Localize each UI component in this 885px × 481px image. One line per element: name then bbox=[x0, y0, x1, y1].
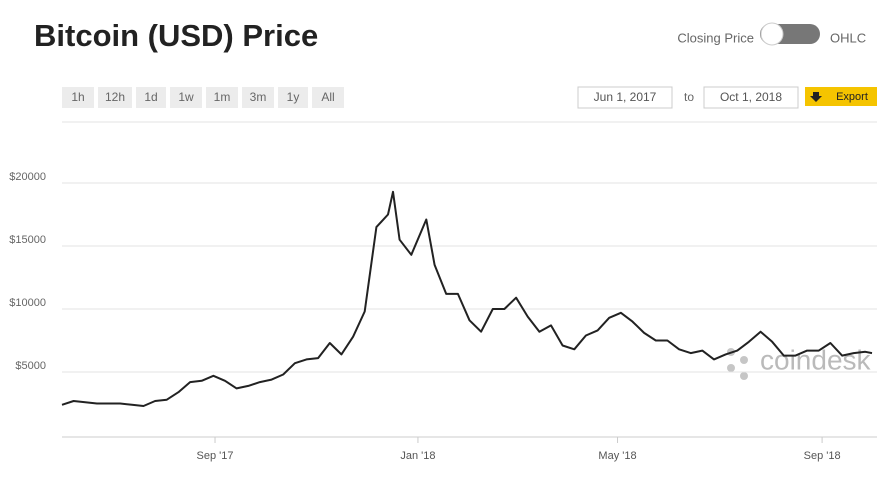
range-button[interactable] bbox=[242, 87, 274, 108]
date-to: Oct 1, 2018 bbox=[720, 90, 782, 104]
range-label: All bbox=[321, 90, 334, 104]
toggle-label: Closing Price bbox=[677, 30, 754, 45]
range-label: 3m bbox=[250, 90, 267, 104]
date-input[interactable] bbox=[703, 86, 799, 109]
range-label: 1w bbox=[178, 90, 194, 104]
range-label: 1m bbox=[214, 90, 231, 104]
range-button[interactable] bbox=[206, 87, 238, 108]
x-tick-label: Jan '18 bbox=[400, 450, 435, 462]
range-button[interactable] bbox=[136, 87, 166, 108]
date-input[interactable] bbox=[577, 86, 673, 109]
toggle-label: OHLC bbox=[830, 30, 866, 45]
range-label: 1y bbox=[287, 90, 300, 104]
y-tick-label: $20000 bbox=[9, 171, 46, 183]
range-button[interactable] bbox=[170, 87, 202, 108]
range-button[interactable] bbox=[278, 87, 308, 108]
x-tick-label: Sep '18 bbox=[804, 450, 841, 462]
export-label: Export bbox=[836, 91, 868, 103]
range-button[interactable] bbox=[98, 87, 132, 108]
range-button[interactable] bbox=[312, 87, 344, 108]
price-line bbox=[61, 190, 873, 407]
toggle-knob bbox=[760, 22, 784, 46]
range-label: 1d bbox=[144, 90, 157, 104]
export-button[interactable] bbox=[805, 87, 877, 106]
x-tick-label: May '18 bbox=[598, 450, 636, 462]
title: Bitcoin (USD) Price bbox=[34, 18, 318, 53]
date-from: Jun 1, 2017 bbox=[594, 90, 657, 104]
y-tick-label: $10000 bbox=[9, 297, 46, 309]
x-tick-label: Sep '17 bbox=[197, 450, 234, 462]
export-icon bbox=[810, 92, 822, 102]
y-tick-label: $15000 bbox=[9, 234, 46, 246]
watermark: coindesk bbox=[760, 344, 872, 375]
y-tick-label: $5000 bbox=[15, 360, 46, 372]
range-label: 12h bbox=[105, 90, 125, 104]
range-button[interactable] bbox=[62, 87, 94, 108]
date-sep: to bbox=[684, 90, 694, 104]
range-label: 1h bbox=[71, 90, 84, 104]
